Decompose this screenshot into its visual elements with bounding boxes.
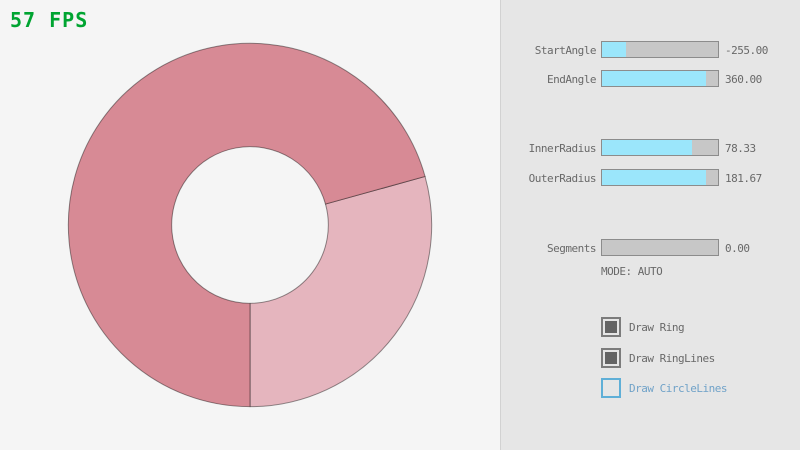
checkbox-check-mark: [605, 382, 617, 394]
outerradius-slider-fill: [602, 170, 707, 185]
draw-ring-label: Draw Ring: [629, 320, 685, 334]
endangle-row: EndAngle 360.00: [501, 70, 800, 87]
innerradius-label: InnerRadius: [528, 142, 597, 155]
outerradius-row: OuterRadius 181.67: [501, 169, 800, 186]
outerradius-label: OuterRadius: [528, 172, 597, 185]
endangle-slider[interactable]: [601, 70, 719, 87]
segments-mode-label: MODE: AUTO: [601, 265, 663, 278]
startangle-value: -255.00: [725, 44, 768, 57]
draw-ring-checkbox[interactable]: Draw Ring: [601, 317, 685, 337]
checkbox-icon[interactable]: [601, 348, 621, 368]
draw-ringlines-label: Draw RingLines: [629, 351, 715, 365]
endangle-value: 360.00: [725, 73, 762, 86]
outerradius-value: 181.67: [725, 172, 762, 185]
startangle-label: StartAngle: [534, 44, 597, 57]
innerradius-row: InnerRadius 78.33: [501, 139, 800, 156]
innerradius-slider[interactable]: [601, 139, 719, 156]
endangle-label: EndAngle: [547, 73, 596, 86]
segments-value: 0.00: [725, 242, 750, 255]
draw-circlelines-label: Draw CircleLines: [629, 381, 727, 395]
draw-circlelines-checkbox[interactable]: Draw CircleLines: [601, 378, 727, 398]
controls-panel: StartAngle -255.00 EndAngle 360.00 Inner…: [500, 0, 800, 450]
ring-sector-single-pass: [249, 175, 433, 408]
ring-sector-double-pass-overlap: [67, 42, 426, 408]
render-canvas: 57 FPS: [10, 8, 433, 408]
innerradius-value: 78.33: [725, 142, 756, 155]
checkbox-check-mark: [605, 321, 617, 333]
endangle-slider-fill: [602, 71, 707, 86]
segments-row: Segments 0.00: [501, 239, 800, 256]
checkbox-icon[interactable]: [601, 317, 621, 337]
draw-ringlines-checkbox[interactable]: Draw RingLines: [601, 348, 715, 368]
checkbox-icon[interactable]: [601, 378, 621, 398]
outerradius-slider[interactable]: [601, 169, 719, 186]
startangle-slider-fill: [602, 42, 627, 57]
fps-counter: 57 FPS: [10, 8, 89, 32]
startangle-slider[interactable]: [601, 41, 719, 58]
ring-chart: [67, 42, 433, 408]
segments-slider[interactable]: [601, 239, 719, 256]
innerradius-slider-fill: [602, 140, 693, 155]
checkbox-check-mark: [605, 352, 617, 364]
startangle-row: StartAngle -255.00: [501, 41, 800, 58]
segments-label: Segments: [547, 242, 596, 255]
